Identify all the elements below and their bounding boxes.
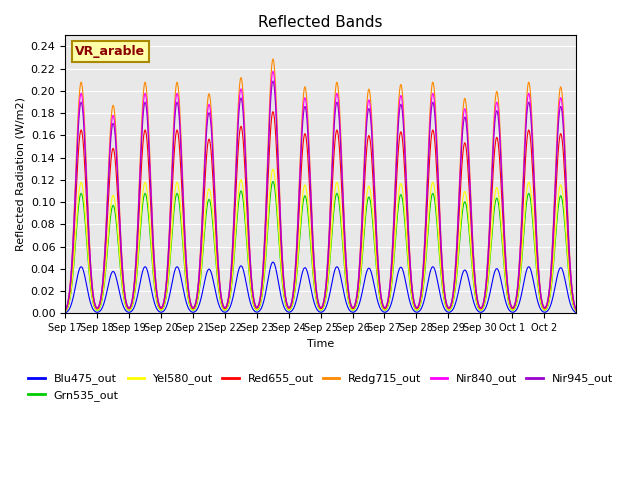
Yel580_out [260, 277, 268, 283]
Nir840_out [260, 255, 268, 261]
Redg715_out [260, 252, 268, 258]
Nir840_out [121, 293, 129, 299]
Line: Redg715_out: Redg715_out [65, 59, 576, 311]
Nir840_out [241, 124, 248, 130]
Nir945_out [260, 257, 268, 263]
Nir840_out [572, 307, 580, 312]
Nir945_out [374, 253, 381, 259]
Nir945_out [241, 132, 248, 138]
Blu475_out [403, 282, 410, 288]
Blu475_out [260, 299, 268, 304]
Line: Yel580_out: Yel580_out [65, 169, 576, 312]
Grn535_out [121, 301, 129, 307]
Redg715_out [61, 308, 69, 313]
Blu475_out [61, 310, 69, 316]
Yel580_out [374, 275, 381, 280]
Redg715_out [572, 306, 580, 312]
Title: Reflected Bands: Reflected Bands [259, 15, 383, 30]
Grn535_out [61, 309, 69, 315]
Nir945_out [61, 308, 69, 313]
Blu475_out [269, 259, 277, 265]
Yel580_out [61, 309, 69, 314]
Yel580_out [241, 200, 248, 205]
Nir840_out [215, 272, 223, 277]
Blu475_out [241, 271, 248, 277]
Line: Nir945_out: Nir945_out [65, 81, 576, 311]
Nir840_out [374, 251, 381, 256]
Nir840_out [61, 308, 69, 313]
Nir840_out [403, 176, 410, 181]
Blu475_out [572, 310, 580, 315]
Red655_out [572, 307, 580, 313]
Line: Red655_out: Red655_out [65, 111, 576, 311]
Line: Grn535_out: Grn535_out [65, 181, 576, 312]
Line: Nir840_out: Nir840_out [65, 71, 576, 311]
Blu475_out [121, 307, 129, 312]
Grn535_out [374, 278, 381, 284]
Nir840_out [269, 68, 277, 74]
Grn535_out [260, 280, 268, 286]
Redg715_out [215, 270, 223, 276]
Nir945_out [572, 307, 580, 312]
Red655_out [374, 261, 381, 266]
Nir945_out [403, 181, 410, 187]
Nir945_out [215, 274, 223, 279]
Yel580_out [215, 288, 223, 293]
Redg715_out [374, 248, 381, 253]
Red655_out [403, 198, 410, 204]
Y-axis label: Reflected Radiation (W/m2): Reflected Radiation (W/m2) [15, 97, 25, 252]
Nir945_out [269, 78, 277, 84]
Line: Blu475_out: Blu475_out [65, 262, 576, 313]
Text: VR_arable: VR_arable [76, 45, 145, 58]
Yel580_out [572, 308, 580, 314]
Yel580_out [121, 300, 129, 306]
Red655_out [269, 108, 277, 114]
Grn535_out [241, 209, 248, 215]
Grn535_out [215, 289, 223, 295]
Red655_out [215, 278, 223, 284]
Redg715_out [269, 56, 277, 62]
Yel580_out [269, 166, 277, 172]
Yel580_out [403, 230, 410, 236]
Blu475_out [215, 302, 223, 308]
Legend: Blu475_out, Grn535_out, Yel580_out, Red655_out, Redg715_out, Nir840_out, Nir945_: Blu475_out, Grn535_out, Yel580_out, Red6… [24, 369, 618, 405]
Redg715_out [241, 115, 248, 120]
Red655_out [61, 308, 69, 314]
Redg715_out [403, 169, 410, 175]
Red655_out [241, 156, 248, 161]
Grn535_out [403, 237, 410, 243]
Nir945_out [121, 294, 129, 300]
Red655_out [121, 296, 129, 301]
Grn535_out [572, 308, 580, 314]
Grn535_out [269, 179, 277, 184]
X-axis label: Time: Time [307, 339, 334, 349]
Blu475_out [374, 298, 381, 303]
Red655_out [260, 264, 268, 270]
Redg715_out [121, 292, 129, 298]
